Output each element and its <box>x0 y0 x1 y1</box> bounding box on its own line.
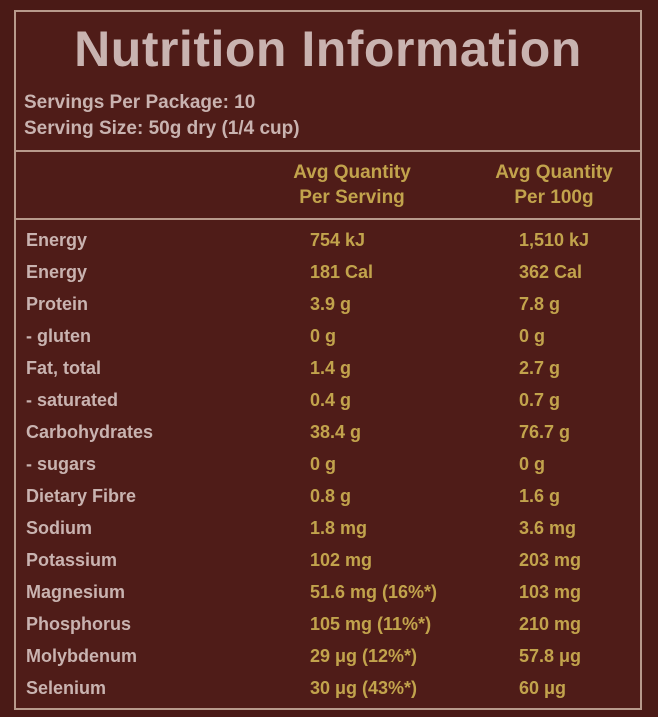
nutrient-name: Potassium <box>26 550 118 570</box>
per-100g-value: 3.6 mg <box>519 518 577 538</box>
table-row: Molybdenum 29 μg (12%*) 57.8 μg <box>16 646 640 678</box>
per-100g-value: 0 g <box>519 454 546 474</box>
per-100g-value: 2.7 g <box>519 358 561 378</box>
column-header-line: Avg Quantity <box>495 162 613 183</box>
table-row: Energy 181 Cal 362 Cal <box>16 262 640 294</box>
per-serving-value: 0 g <box>310 326 337 346</box>
nutrient-name: - sugars <box>26 454 97 474</box>
per-100g-value: 362 Cal <box>519 262 583 282</box>
table-row: Energy 754 kJ 1,510 kJ <box>16 230 640 262</box>
per-serving-value: 0.8 g <box>310 486 352 506</box>
nutrient-name: Magnesium <box>26 582 126 602</box>
per-serving-value: 754 kJ <box>310 230 366 250</box>
table-row: Phosphorus 105 mg (11%*) 210 mg <box>16 614 640 646</box>
nutrient-name: Fat, total <box>26 358 101 378</box>
column-header-line: Avg Quantity <box>293 162 411 183</box>
nutrient-name: Carbohydrates <box>26 422 154 442</box>
nutrient-name: Protein <box>26 294 89 314</box>
nutrient-name: Energy <box>26 262 88 282</box>
table-row: Sodium 1.8 mg 3.6 mg <box>16 518 640 550</box>
per-100g-value: 76.7 g <box>519 422 571 442</box>
per-serving-value: 105 mg (11%*) <box>310 614 432 634</box>
nutrient-name: Dietary Fibre <box>26 486 137 506</box>
per-serving-value: 3.9 g <box>310 294 352 314</box>
servings-per-package: Servings Per Package: 10 <box>24 92 256 113</box>
table-row: - gluten 0 g 0 g <box>16 326 640 358</box>
nutrient-name: Molybdenum <box>26 646 137 666</box>
table-row: - saturated 0.4 g 0.7 g <box>16 390 640 422</box>
per-serving-value: 181 Cal <box>310 262 374 282</box>
nutrient-name: - saturated <box>26 390 119 410</box>
table-row: Dietary Fibre 0.8 g 1.6 g <box>16 486 640 518</box>
per-serving-value: 51.6 mg (16%*) <box>310 582 438 602</box>
table-row: Selenium 30 μg (43%*) 60 μg <box>16 678 640 710</box>
per-serving-value: 29 μg (12%*) <box>310 646 418 666</box>
per-100g-value: 57.8 μg <box>519 646 582 666</box>
divider-header <box>16 218 640 220</box>
per-100g-value: 7.8 g <box>519 294 561 314</box>
per-100g-value: 60 μg <box>519 678 567 698</box>
per-100g-value: 0 g <box>519 326 546 346</box>
table-row: - sugars 0 g 0 g <box>16 454 640 486</box>
table-row: Carbohydrates 38.4 g 76.7 g <box>16 422 640 454</box>
per-serving-value: 1.4 g <box>310 358 352 378</box>
divider-top <box>16 150 640 152</box>
per-serving-value: 38.4 g <box>310 422 362 442</box>
per-100g-value: 1,510 kJ <box>519 230 590 250</box>
table-row: Magnesium 51.6 mg (16%*) 103 mg <box>16 582 640 614</box>
per-serving-value: 1.8 mg <box>310 518 368 538</box>
column-header-line: Per Serving <box>299 187 405 208</box>
per-100g-value: 1.6 g <box>519 486 561 506</box>
column-header-per-serving: Avg Quantity Per Serving <box>252 160 452 210</box>
table-row: Fat, total 1.4 g 2.7 g <box>16 358 640 390</box>
column-header-per-100g: Avg Quantity Per 100g <box>464 160 644 210</box>
nutrient-name: - gluten <box>26 326 91 346</box>
column-header-line: Per 100g <box>514 187 594 208</box>
table-row: Potassium 102 mg 203 mg <box>16 550 640 582</box>
nutrient-name: Energy <box>26 230 88 250</box>
per-100g-value: 210 mg <box>519 614 582 634</box>
nutrient-name: Selenium <box>26 678 107 698</box>
per-serving-value: 0 g <box>310 454 337 474</box>
per-serving-value: 102 mg <box>310 550 373 570</box>
per-serving-value: 30 μg (43%*) <box>310 678 418 698</box>
panel-title: Nutrition Information <box>74 21 582 77</box>
nutrient-name: Sodium <box>26 518 92 538</box>
per-100g-value: 203 mg <box>519 550 582 570</box>
per-100g-value: 103 mg <box>519 582 582 602</box>
nutrition-panel: Nutrition Information Servings Per Packa… <box>14 10 642 710</box>
per-100g-value: 0.7 g <box>519 390 561 410</box>
serving-size: Serving Size: 50g dry (1/4 cup) <box>24 118 300 139</box>
table-row: Protein 3.9 g 7.8 g <box>16 294 640 326</box>
nutrient-name: Phosphorus <box>26 614 132 634</box>
serving-info: Servings Per Package: 10 Serving Size: 5… <box>24 90 300 142</box>
per-serving-value: 0.4 g <box>310 390 352 410</box>
